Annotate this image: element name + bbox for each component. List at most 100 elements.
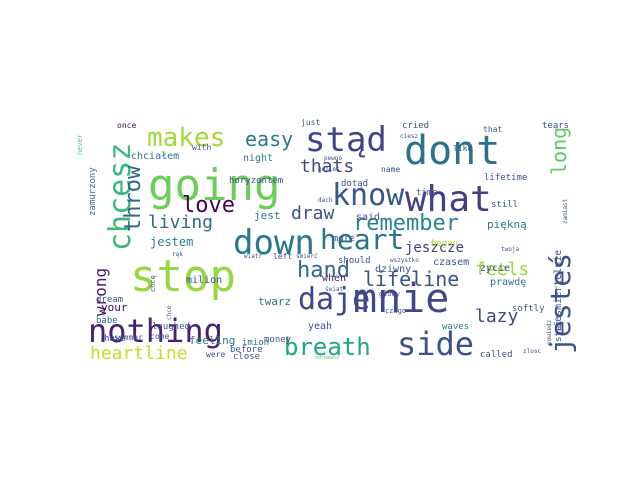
- word-80: chcę: [149, 275, 157, 292]
- word-52: yeah: [308, 321, 332, 332]
- word-68: just: [301, 118, 320, 127]
- word-17: remember: [353, 211, 459, 236]
- word-5: nothing: [88, 312, 223, 350]
- word-86: czego: [385, 307, 406, 315]
- word-26: living: [148, 212, 213, 233]
- word-7: stąd: [305, 120, 387, 160]
- word-40: czasem: [433, 257, 469, 268]
- word-16: throw: [121, 165, 146, 232]
- word-72: like: [453, 144, 472, 153]
- word-37: feeling: [189, 334, 235, 347]
- word-49: softly: [512, 304, 545, 314]
- word-9: daje: [298, 282, 370, 317]
- word-77: dotąd: [341, 179, 368, 189]
- word-94: chce: [166, 305, 173, 320]
- word-12: heart: [320, 223, 404, 256]
- word-18: love: [182, 193, 235, 218]
- word-54: called: [480, 350, 513, 360]
- word-36: twarz: [258, 295, 291, 308]
- word-31: jestem: [150, 235, 193, 249]
- word-60: your: [101, 301, 128, 314]
- word-71: tears: [542, 121, 569, 131]
- word-24: feels: [475, 259, 529, 280]
- word-43: niesmiertelnie: [553, 250, 564, 334]
- word-93: wiatr: [244, 253, 262, 260]
- word-13: jesteś: [544, 253, 577, 354]
- word-91: dach: [318, 197, 333, 204]
- word-38: night: [243, 153, 273, 164]
- word-2: going: [148, 160, 280, 211]
- word-30: jeszcze: [405, 240, 464, 256]
- word-73: name: [381, 165, 400, 174]
- word-82: never: [76, 134, 84, 155]
- word-66: once: [117, 121, 136, 130]
- word-74: time: [416, 188, 438, 198]
- word-76: lifetime: [484, 173, 527, 183]
- word-3: dont: [404, 128, 500, 174]
- word-58: before: [230, 345, 263, 355]
- word-64: have: [104, 334, 126, 344]
- word-65: come: [150, 332, 169, 341]
- word-1: mnie: [353, 276, 449, 322]
- word-81: zamurzony: [88, 167, 98, 216]
- word-57: imion: [242, 338, 269, 348]
- word-51: money: [264, 335, 292, 345]
- word-44: said: [356, 212, 380, 223]
- word-48: began: [431, 239, 458, 249]
- word-27: thats: [300, 156, 354, 177]
- word-42: życie: [480, 263, 510, 274]
- word-25: lazy: [475, 306, 519, 327]
- word-70: that: [483, 125, 502, 134]
- word-34: chciałem: [131, 151, 179, 162]
- word-59: were: [206, 350, 225, 359]
- word-20: lifeline: [363, 267, 459, 291]
- word-87: głowy: [379, 290, 400, 298]
- word-4: down: [233, 223, 315, 263]
- word-96: odsuwasz: [315, 355, 339, 361]
- word-89: śmierć: [296, 253, 318, 260]
- word-50: laughed: [152, 322, 190, 332]
- word-56: close: [233, 352, 260, 362]
- word-75: still: [491, 200, 518, 210]
- word-78: should: [338, 256, 371, 266]
- word-55: stai: [554, 320, 564, 342]
- word-53: waves: [442, 322, 469, 332]
- word-14: makes: [147, 123, 225, 153]
- word-23: heartline: [90, 343, 188, 364]
- word-0: stop: [130, 251, 236, 302]
- word-21: long: [547, 127, 571, 175]
- word-11: chcesz: [103, 143, 138, 251]
- word-15: breath: [284, 333, 371, 361]
- word-28: draw: [291, 203, 335, 224]
- word-69: cried: [402, 121, 429, 131]
- word-35: milion: [186, 275, 222, 286]
- word-63: summer: [114, 333, 143, 342]
- word-83: ciesz: [400, 133, 418, 140]
- word-41: prawdę: [490, 277, 526, 288]
- word-46: more: [333, 234, 355, 244]
- word-19: hand: [297, 258, 350, 283]
- word-85: gdzies: [318, 166, 340, 173]
- word-92: rąk: [172, 251, 183, 258]
- word-33: piękną: [487, 218, 527, 231]
- word-29: wrong: [91, 268, 110, 316]
- word-39: horyzontem: [229, 176, 283, 186]
- word-8: know: [332, 178, 405, 213]
- word-99: zamiast: [562, 198, 569, 224]
- word-10: side: [397, 325, 474, 363]
- word-95: zlosc: [523, 348, 541, 355]
- word-62: dream: [96, 295, 123, 305]
- word-47: dziwny: [375, 264, 411, 275]
- word-32: jest: [254, 209, 281, 222]
- word-79: left: [273, 252, 292, 261]
- word-67: with: [192, 143, 211, 152]
- word-45: when: [322, 273, 346, 284]
- word-97: powiedz: [546, 319, 553, 345]
- word-88: świat: [325, 286, 343, 293]
- word-22: easy: [245, 127, 293, 151]
- word-84: twoja: [501, 246, 519, 253]
- word-90: wszystko: [390, 257, 419, 264]
- word-98: pewno: [324, 155, 342, 162]
- word-61: babe: [96, 316, 118, 326]
